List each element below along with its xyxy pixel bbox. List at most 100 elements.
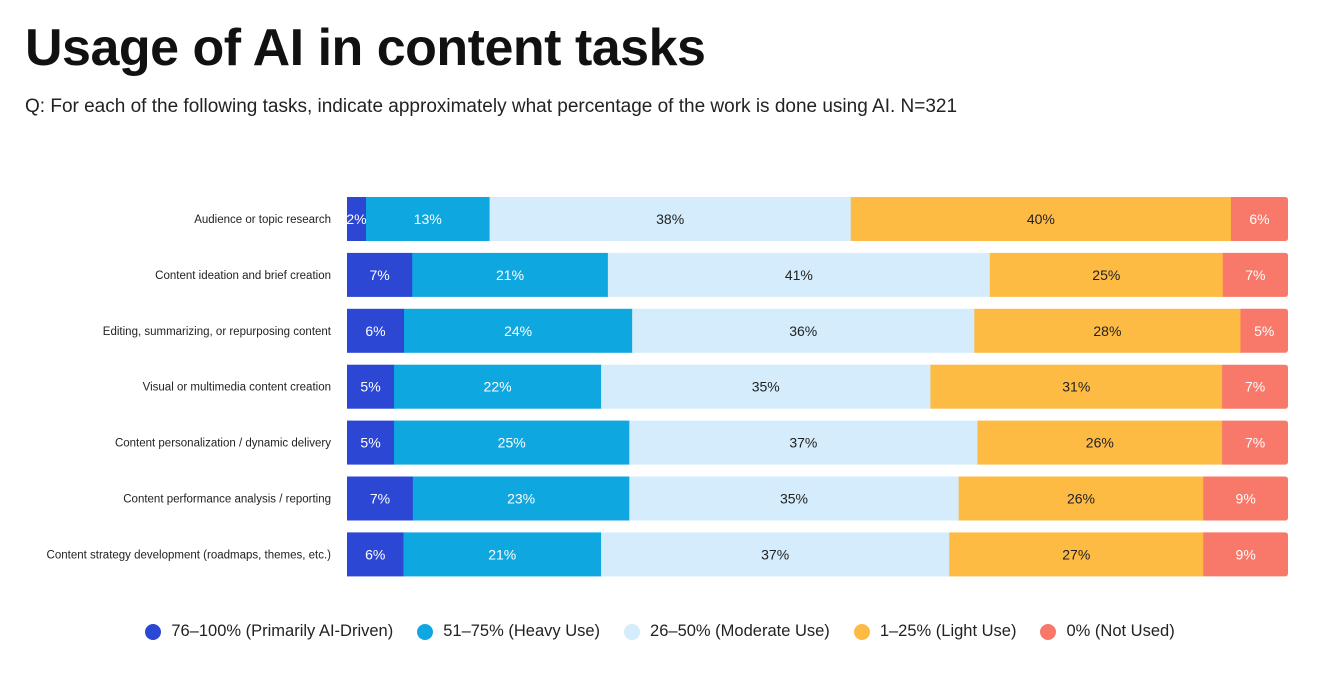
data-label: 25% (498, 435, 526, 451)
category-label: Content strategy development (roadmaps, … (47, 549, 332, 561)
bar-segment (949, 532, 1204, 577)
legend-item: 76–100% (Primarily AI-Driven) (145, 622, 393, 641)
bar-segment (347, 364, 395, 409)
bar-row: 6% 21% 37% 27% 9% (347, 532, 1288, 577)
data-label: 41% (785, 267, 813, 283)
bar-segment (958, 476, 1204, 521)
bar-segment (347, 476, 414, 521)
category-label: Visual or multimedia content creation (143, 382, 331, 394)
bar-segment (601, 532, 950, 577)
data-label: 23% (507, 491, 535, 507)
data-label: 9% (1236, 546, 1256, 562)
bar-row: 5% 25% 37% 26% 7% (347, 420, 1288, 465)
bar-segment (1240, 308, 1288, 353)
bar-segment (347, 197, 367, 241)
bar-segment (394, 420, 630, 465)
data-label: 9% (1236, 491, 1256, 507)
bar-segment (347, 252, 413, 297)
legend-label: 51–75% (Heavy Use) (443, 622, 601, 640)
category-label: Content performance analysis / reporting (123, 494, 331, 506)
bar-segment (403, 532, 602, 577)
data-label: 7% (370, 491, 390, 507)
data-label: 31% (1062, 379, 1090, 395)
stacked-bar-chart: Audience or topic research 2% 13% 38% 40% 6% C… (47, 197, 1288, 577)
legend-swatch (1040, 623, 1057, 640)
data-label: 7% (1245, 267, 1265, 283)
bar-segment (1203, 476, 1288, 521)
bar-segment (974, 308, 1241, 353)
category-label: Content ideation and brief creation (155, 270, 331, 282)
legend-label: 0% (Not Used) (1066, 622, 1175, 640)
data-label: 6% (365, 323, 385, 339)
bar-segment (1203, 532, 1288, 577)
bar-segment (347, 532, 404, 577)
bar-row: 5% 22% 35% 31% 7% (347, 364, 1288, 409)
bar-segment (607, 252, 991, 297)
bar-row: 2% 13% 38% 40% 6% (346, 197, 1288, 241)
data-label: 6% (1249, 211, 1269, 227)
legend-item: 0% (Not Used) (1040, 622, 1175, 641)
data-label: 25% (1092, 267, 1120, 283)
data-label: 7% (1245, 435, 1265, 451)
data-label: 24% (504, 323, 532, 339)
bar-segment (1222, 364, 1288, 409)
legend-item: 51–75% (Heavy Use) (417, 622, 600, 641)
bar-segment (347, 420, 395, 465)
bar-segment (629, 420, 978, 465)
bar-row: 7% 21% 41% 25% 7% (347, 252, 1288, 297)
bar-segment (489, 197, 852, 241)
data-label: 21% (488, 546, 516, 562)
data-label: 27% (1062, 546, 1090, 562)
legend-label: 1–25% (Light Use) (879, 622, 1017, 640)
data-label: 5% (360, 435, 380, 451)
data-label: 38% (656, 211, 684, 227)
data-label: 37% (761, 546, 789, 562)
data-label: 35% (752, 379, 780, 395)
legend-item: 26–50% (Moderate Use) (624, 622, 830, 641)
legend-swatch (853, 623, 870, 640)
bar-row: 6% 24% 36% 28% 5% (347, 308, 1288, 353)
legend: 76–100% (Primarily AI-Driven) 51–75% (Hea… (0, 622, 1320, 641)
bar-segment (989, 252, 1224, 297)
legend-label: 76–100% (Primarily AI-Driven) (171, 622, 394, 640)
data-label: 36% (789, 323, 817, 339)
legend-item: 1–25% (Light Use) (853, 622, 1017, 641)
bar-segment (394, 364, 602, 409)
bar-segment (850, 197, 1232, 241)
legend-swatch (624, 623, 641, 640)
data-label: 7% (1245, 379, 1265, 395)
bar-segment (1222, 420, 1288, 465)
legend-swatch (417, 623, 434, 640)
legend-label: 26–50% (Moderate Use) (650, 622, 830, 640)
data-label: 7% (369, 267, 389, 283)
category-label: Audience or topic research (194, 214, 331, 226)
data-label: 2% (346, 211, 366, 227)
data-label: 21% (496, 267, 524, 283)
data-label: 13% (414, 211, 442, 227)
bar-segment (366, 197, 491, 241)
category-label: Editing, summarizing, or repurposing con… (103, 326, 332, 338)
bar-segment (404, 308, 633, 353)
bar-segment (412, 252, 609, 297)
chart-subtitle: Q: For each of the following tasks, indi… (25, 96, 958, 117)
data-label: 37% (789, 435, 817, 451)
bar-row: 7% 23% 35% 26% 9% (347, 476, 1288, 521)
bar-segment (601, 364, 931, 409)
data-label: 26% (1086, 435, 1114, 451)
bar-segment (1222, 252, 1288, 297)
data-label: 5% (1254, 323, 1274, 339)
data-label: 28% (1093, 323, 1121, 339)
bar-segment (1230, 197, 1288, 241)
chart-title: Usage of AI in content tasks (25, 19, 706, 77)
bar-segment (629, 476, 960, 521)
bar-segment (977, 420, 1223, 465)
data-label: 40% (1027, 211, 1055, 227)
category-label: Content personalization / dynamic delive… (115, 438, 331, 450)
bar-segment (347, 308, 405, 353)
legend-swatch (145, 623, 162, 640)
data-label: 35% (780, 491, 808, 507)
bar-segment (930, 364, 1223, 409)
bar-segment (632, 308, 975, 353)
data-label: 22% (484, 379, 512, 395)
data-label: 6% (365, 546, 385, 562)
